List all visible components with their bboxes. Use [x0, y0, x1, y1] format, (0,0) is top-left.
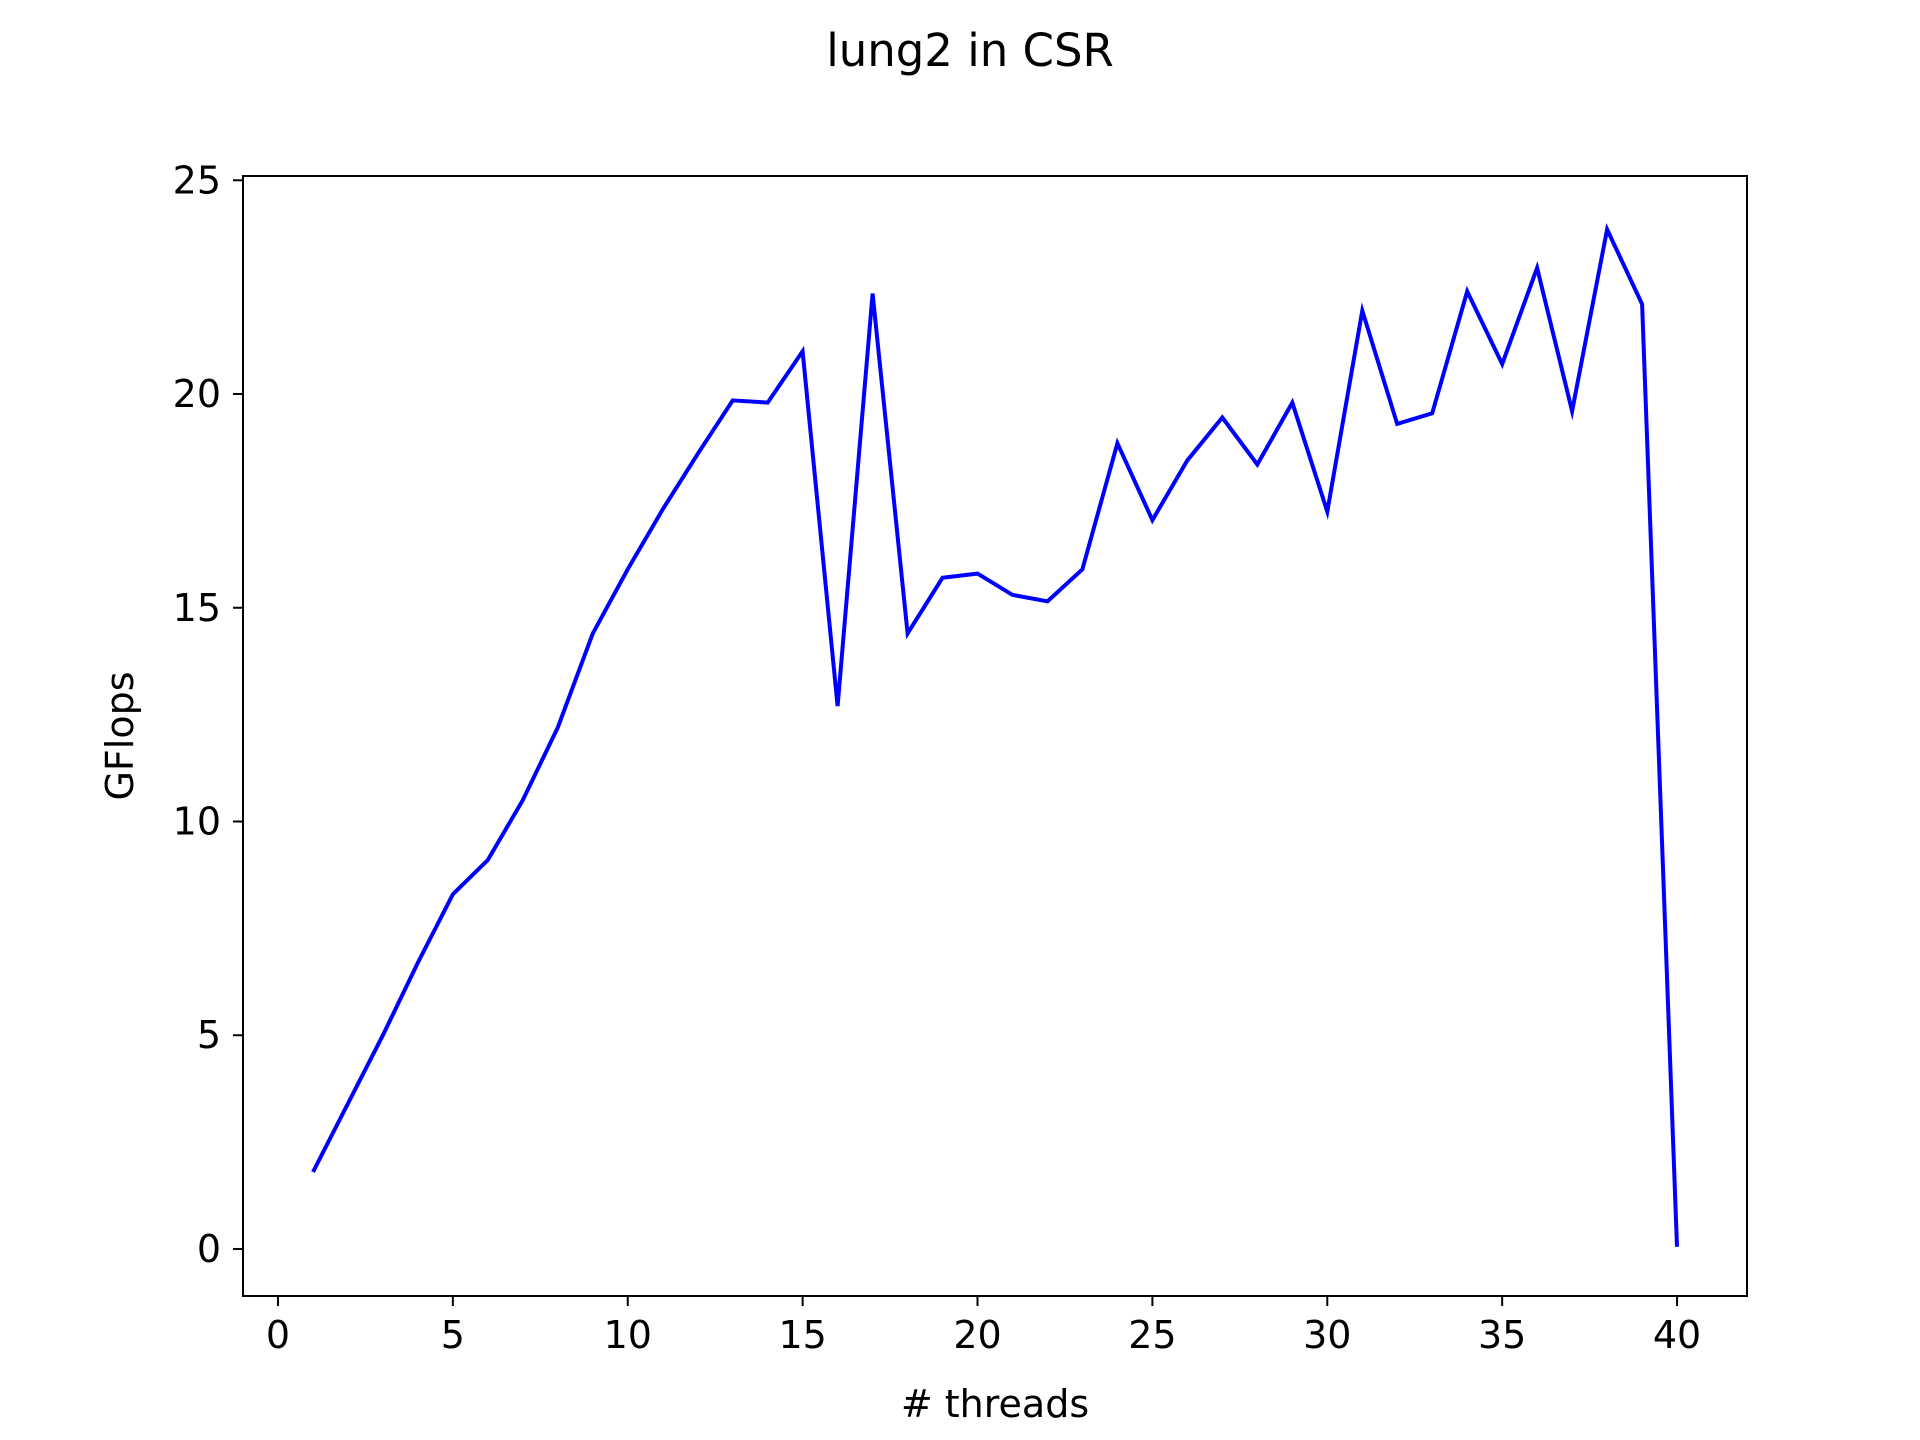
series-line-0	[311, 222, 1679, 1247]
x-tick-label: 30	[1303, 1313, 1351, 1357]
y-tick-label: 25	[173, 158, 221, 202]
plot-area	[311, 222, 1679, 1247]
x-tick-label: 10	[604, 1313, 652, 1357]
y-tick-label: 15	[173, 586, 221, 630]
x-tick-label: 20	[953, 1313, 1001, 1357]
y-axis-ticks: 0 5 10 15 20 25	[173, 158, 243, 1271]
y-tick-label: 10	[173, 799, 221, 843]
y-tick-label: 0	[197, 1227, 221, 1271]
x-tick-label: 25	[1128, 1313, 1176, 1357]
x-tick-label: 5	[441, 1313, 465, 1357]
plot-frame	[242, 175, 1748, 1297]
x-tick-label: 35	[1478, 1313, 1526, 1357]
x-axis-label: # threads	[901, 1382, 1089, 1426]
x-tick-label: 15	[778, 1313, 826, 1357]
x-axis-ticks: 0 5 10 15 20 25 30 35 40	[266, 1296, 1701, 1357]
y-tick-label: 20	[173, 372, 221, 416]
x-tick-label: 0	[266, 1313, 290, 1357]
chart-title: lung2 in CSR	[826, 24, 1114, 77]
x-tick-label: 40	[1653, 1313, 1701, 1357]
y-tick-label: 5	[197, 1013, 221, 1057]
y-axis-label: GFlops	[98, 671, 142, 800]
